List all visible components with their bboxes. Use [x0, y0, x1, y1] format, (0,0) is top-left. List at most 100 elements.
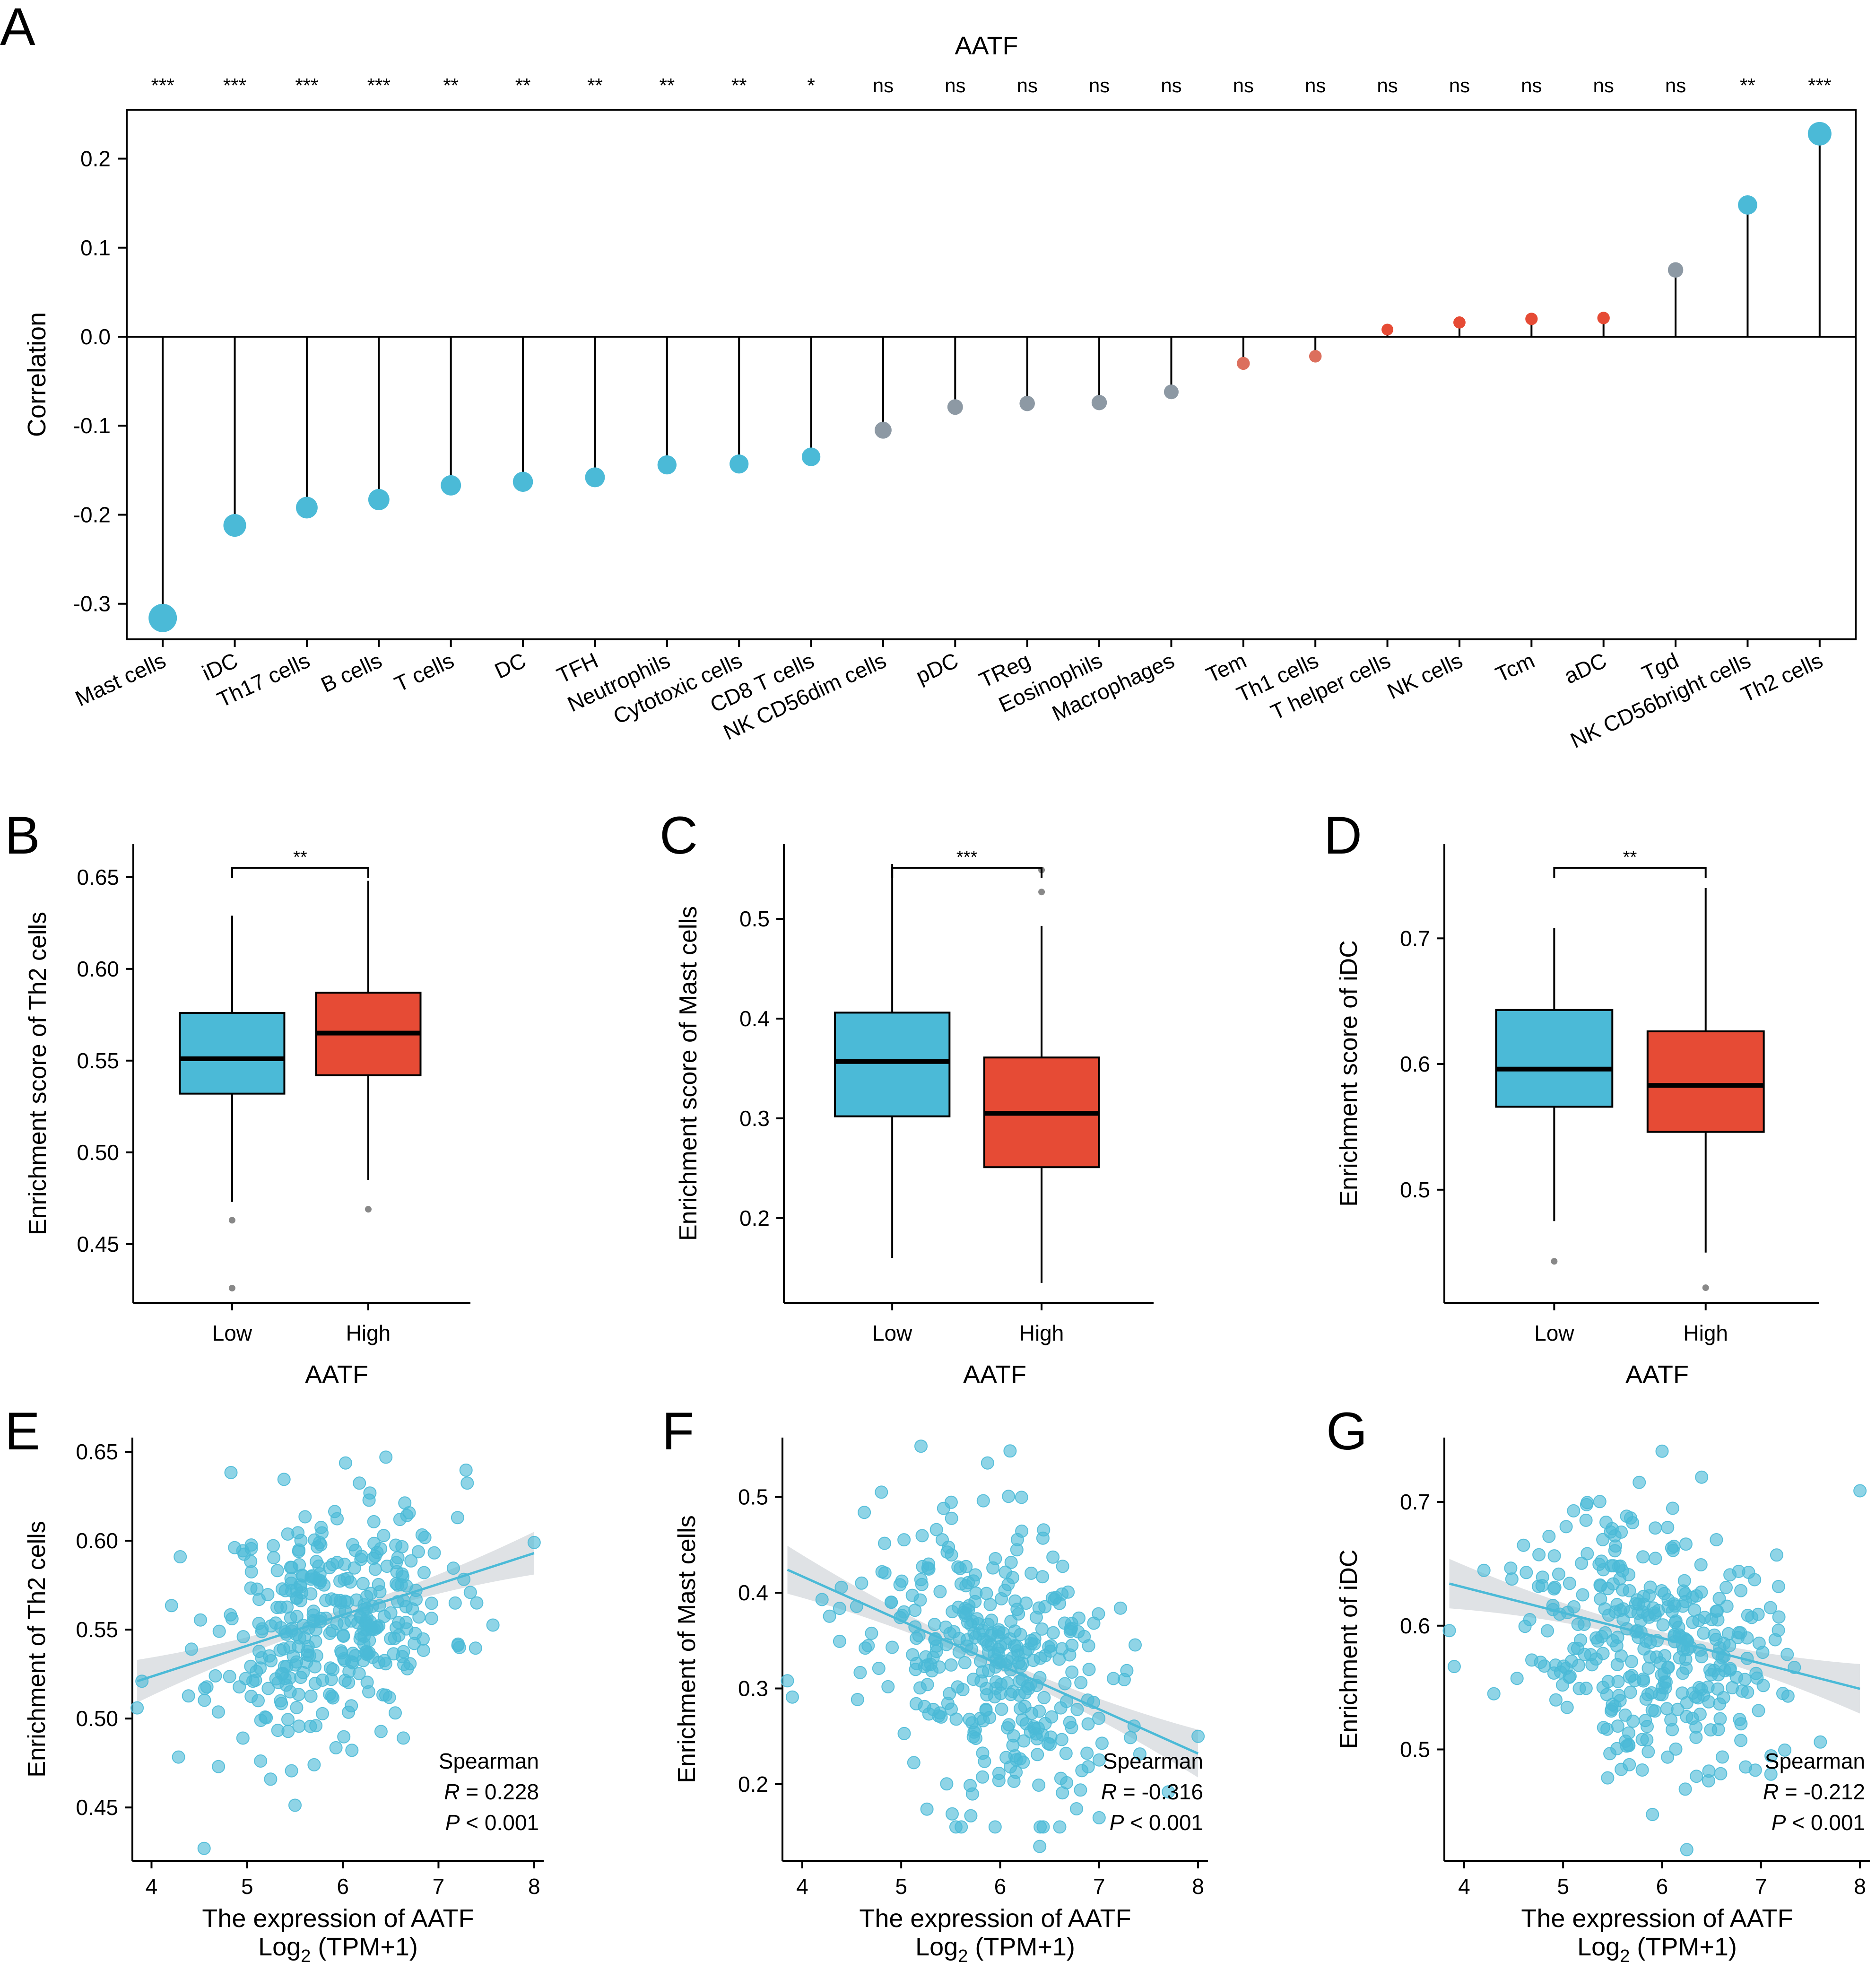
panel-label-c: C — [660, 806, 698, 865]
y-axis-label: Enrichment of iDC — [1335, 1550, 1363, 1749]
scatter-point — [1643, 1636, 1657, 1649]
scatter-point — [184, 1642, 198, 1656]
scatter-point — [906, 1648, 920, 1662]
stat-r: R = -0.212 — [1763, 1779, 1865, 1804]
scatter-point — [1611, 1675, 1625, 1688]
y-tick-label: 0.45 — [76, 1795, 118, 1820]
scatter-point — [1113, 1601, 1127, 1615]
lollipop-point — [1237, 357, 1250, 370]
significance-label: *** — [367, 74, 391, 96]
x-tick-label: 5 — [1557, 1874, 1569, 1899]
scatter-point — [374, 1725, 388, 1738]
significance-label: *** — [1808, 74, 1831, 96]
stat-method: Spearman — [1103, 1749, 1203, 1773]
scatter-point — [280, 1600, 294, 1614]
significance-label: ns — [945, 74, 965, 96]
scatter-point — [1571, 1618, 1585, 1631]
scatter-point — [1661, 1521, 1675, 1534]
scatter-point — [1567, 1504, 1581, 1517]
scatter-point — [379, 1450, 393, 1464]
y-axis-label: Enrichment of Mast cells — [673, 1515, 701, 1783]
scatter-point — [342, 1705, 356, 1719]
scatter-point — [945, 1511, 958, 1525]
scatter-point — [1646, 1808, 1659, 1821]
scatter-point — [292, 1543, 306, 1557]
scatter-point — [486, 1618, 500, 1632]
scatter-point — [1616, 1613, 1630, 1626]
scatter-point — [398, 1496, 412, 1510]
scatter-point — [1710, 1533, 1723, 1546]
panel-label-g: G — [1326, 1402, 1367, 1461]
scatter-point — [1081, 1717, 1095, 1731]
scatter-point — [1680, 1710, 1694, 1723]
significance-label: ns — [873, 74, 894, 96]
scatter-point — [1070, 1802, 1083, 1815]
y-tick-label: 0.3 — [739, 1106, 770, 1131]
scatter-point — [1523, 1613, 1537, 1626]
x-tick-label: 4 — [146, 1874, 158, 1899]
scatter-point — [194, 1613, 207, 1627]
scatter-point — [363, 1486, 377, 1500]
scatter-point — [1065, 1721, 1078, 1735]
scatter-point — [1033, 1840, 1047, 1853]
significance-label: ns — [1377, 74, 1398, 96]
scatter-point — [1009, 1765, 1023, 1779]
scatter-point — [281, 1527, 295, 1541]
scatter-point — [1593, 1495, 1607, 1509]
scatter-point — [1191, 1729, 1205, 1743]
scatter-point — [1642, 1745, 1655, 1759]
scatter-point — [1676, 1584, 1690, 1598]
scatter-point — [1589, 1652, 1603, 1666]
scatter-point — [1690, 1770, 1703, 1783]
units-text: (TPM+1) — [1630, 1933, 1737, 1961]
scatter-points — [781, 1439, 1205, 1853]
scatter-point — [958, 1656, 972, 1669]
scatter-point — [1661, 1750, 1675, 1764]
regression-line — [787, 1569, 1199, 1755]
scatter-point — [1035, 1622, 1049, 1636]
stat-r-value: = -0.212 — [1779, 1779, 1865, 1804]
scatter-point — [1853, 1484, 1867, 1498]
scatter-point — [932, 1660, 946, 1674]
scatter-point — [1716, 1750, 1729, 1764]
scatter-point — [1021, 1679, 1034, 1693]
scatter-point — [165, 1599, 178, 1613]
scatter-point — [1036, 1570, 1049, 1584]
scatter-point — [399, 1615, 413, 1629]
scatter-point — [999, 1565, 1012, 1579]
scatter-point — [1752, 1704, 1765, 1718]
scatter-point — [1711, 1613, 1725, 1627]
scatter-point — [1661, 1660, 1675, 1674]
scatter-point — [1688, 1603, 1702, 1617]
stat-p: P < 0.001 — [1772, 1810, 1865, 1835]
scatter-point — [1547, 1582, 1561, 1596]
scatter-point — [1541, 1624, 1554, 1638]
scatter-point — [1572, 1682, 1586, 1695]
scatter-point — [290, 1701, 304, 1714]
scatter-point — [223, 1670, 236, 1683]
scatter-point — [1053, 1820, 1067, 1834]
scatter-point — [258, 1710, 272, 1724]
scatter-point — [1092, 1811, 1106, 1824]
scatter-point — [409, 1593, 423, 1606]
y-tick-label: 0.4 — [738, 1580, 768, 1605]
scatter-point — [253, 1661, 267, 1675]
scatter-point — [897, 1605, 911, 1619]
scatter-point — [1072, 1611, 1086, 1625]
y-axis-label: Correlation — [23, 312, 51, 437]
lollipop-point — [1597, 312, 1610, 324]
stat-p: P < 0.001 — [1110, 1810, 1203, 1835]
scatter-point — [988, 1820, 1002, 1834]
panel-label-f: F — [662, 1402, 694, 1461]
scatter-point — [1623, 1584, 1636, 1597]
scatter-point — [823, 1609, 836, 1623]
scatter-point — [255, 1622, 269, 1636]
scatter-point — [208, 1669, 222, 1683]
scatter-point — [391, 1551, 405, 1564]
scatter-point — [1056, 1786, 1069, 1800]
y-tick-label: -0.3 — [73, 592, 111, 616]
scatter-point — [965, 1787, 979, 1801]
scatter-point — [1046, 1550, 1060, 1564]
scatter-point — [1065, 1666, 1079, 1679]
panel-b-boxplot: 0.45 0.50 0.55 0.60 0.65 Enrichment score of … — [24, 844, 470, 1389]
